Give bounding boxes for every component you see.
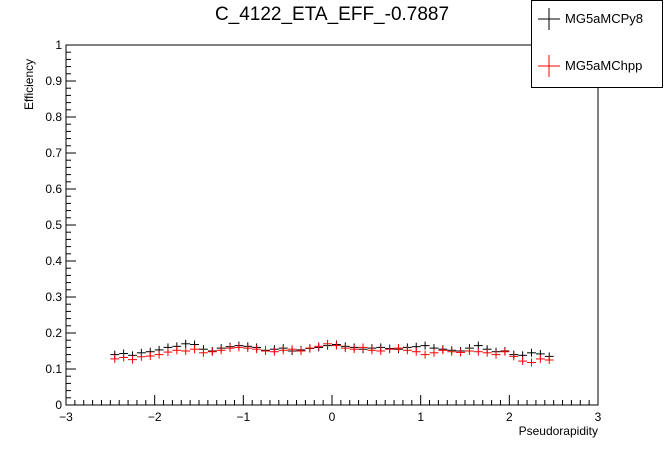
- data-point: [154, 350, 164, 359]
- data-point: [500, 347, 510, 356]
- data-point: [243, 344, 253, 353]
- data-point: [269, 347, 279, 356]
- y-tick-label: 0.4: [45, 254, 62, 268]
- data-point: [332, 341, 341, 350]
- data-point: [190, 345, 199, 354]
- data-point: [181, 339, 191, 348]
- data-point: [491, 350, 501, 359]
- data-point: [136, 352, 146, 361]
- axes: 0 0.1 0.2 0.3 0.4 0.5 0.6 0.7 0.8 0.9 1 −3 −2 −1 0 1 2 3: [45, 38, 601, 424]
- data-point: [456, 348, 465, 357]
- data-point: [261, 347, 270, 355]
- data-point: [172, 346, 182, 355]
- data-point: [473, 347, 483, 356]
- data-point: [216, 346, 226, 355]
- data-point: [128, 355, 137, 364]
- x-tick-label: −1: [236, 410, 250, 424]
- data-point: [110, 354, 120, 363]
- data-point: [234, 343, 244, 352]
- y-tick-label: 0: [55, 398, 62, 412]
- data-point: [340, 344, 350, 353]
- data-point: [314, 342, 324, 351]
- data-point: [119, 353, 129, 362]
- legend-item-mg5amchpp: MG5aMChpp: [532, 51, 662, 81]
- x-tick-label: −3: [59, 410, 73, 424]
- legend-marker-black: [538, 8, 560, 30]
- data-point: [394, 344, 403, 353]
- data-point: [367, 346, 377, 355]
- legend-marker-red: [538, 55, 560, 77]
- data-point: [527, 358, 536, 367]
- x-tick-label: 3: [595, 410, 602, 424]
- y-tick-label: 0.7: [45, 146, 62, 160]
- data-point: [252, 345, 262, 354]
- x-tick-label: 1: [417, 410, 424, 424]
- data-point: [349, 345, 359, 354]
- data-point: [438, 346, 448, 355]
- data-point: [518, 357, 528, 366]
- data-point: [509, 352, 519, 361]
- data-point: [305, 344, 315, 353]
- x-tick-label: 0: [329, 410, 336, 424]
- legend-label: MG5aMChpp: [565, 58, 643, 73]
- x-tick-label: −2: [148, 410, 162, 424]
- y-tick-label: 0.9: [45, 74, 62, 88]
- data-point: [544, 356, 554, 364]
- plot-frame: [65, 44, 599, 406]
- y-tick-label: 0.1: [45, 362, 62, 376]
- data-point: [527, 348, 536, 357]
- data-point: [199, 348, 208, 357]
- data-point: [447, 347, 457, 356]
- y-tick-label: 1: [55, 38, 62, 52]
- data-point: [181, 347, 191, 355]
- data-point: [145, 352, 155, 361]
- data-point: [429, 348, 439, 357]
- data-point: [287, 345, 297, 354]
- series-mg5amchpp: [110, 339, 554, 367]
- y-tick-label: 0.6: [45, 182, 62, 196]
- data-point: [420, 350, 430, 359]
- data-point: [376, 347, 386, 355]
- y-axis-label: Efficiency: [22, 58, 36, 110]
- data-points: [110, 339, 554, 367]
- legend: MG5aMCPy8 MG5aMChpp: [531, 0, 663, 88]
- data-point: [278, 346, 288, 355]
- y-tick-label: 0.8: [45, 110, 62, 124]
- data-point: [163, 348, 173, 357]
- y-tick-label: 0.2: [45, 326, 62, 340]
- data-point: [465, 347, 474, 355]
- data-point: [385, 345, 395, 354]
- data-point: [420, 341, 430, 350]
- data-point: [207, 347, 217, 356]
- y-tick-label: 0.3: [45, 290, 62, 304]
- data-point: [535, 354, 545, 363]
- data-point: [358, 343, 368, 352]
- data-point: [482, 348, 492, 357]
- legend-item-mg5amcpy8: MG5aMCPy8: [532, 4, 662, 34]
- data-point: [402, 346, 412, 355]
- x-tick-label: 2: [506, 410, 513, 424]
- data-point: [225, 344, 235, 353]
- y-tick-label: 0.5: [45, 218, 62, 232]
- data-point: [323, 339, 332, 348]
- data-point: [411, 347, 421, 356]
- legend-label: MG5aMCPy8: [565, 11, 644, 26]
- x-axis-label: Pseudorapidity: [518, 424, 598, 438]
- data-point: [296, 347, 306, 355]
- chart-title: C_4122_ETA_EFF_-0.7887: [214, 4, 450, 25]
